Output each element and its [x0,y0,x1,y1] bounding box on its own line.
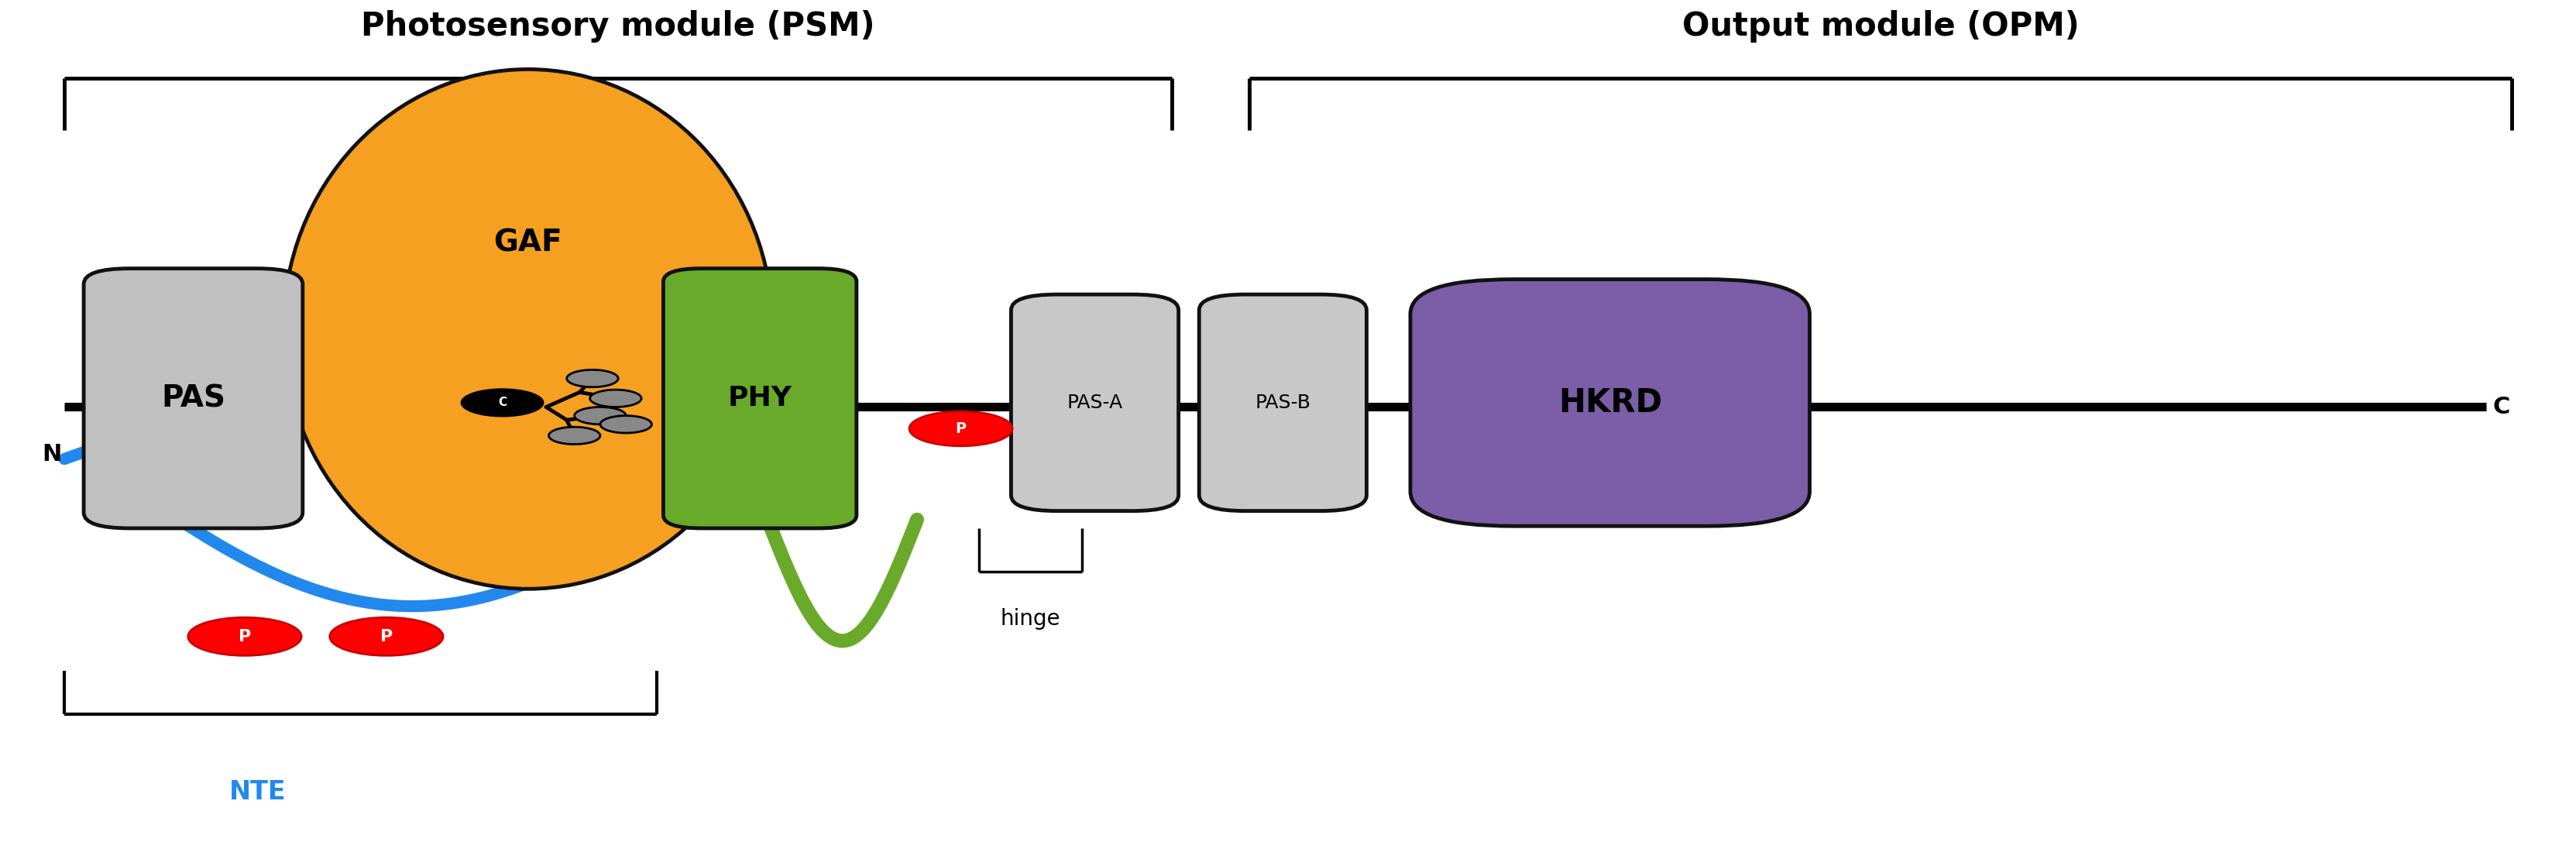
FancyBboxPatch shape [1010,294,1180,511]
Text: P: P [956,422,966,436]
Text: P: P [381,629,392,644]
Text: hinge: hinge [999,608,1061,630]
Circle shape [600,416,652,433]
Circle shape [461,389,544,417]
Circle shape [549,427,600,444]
Text: HKRD: HKRD [1558,386,1662,419]
Text: C: C [497,397,507,409]
FancyBboxPatch shape [1200,294,1365,511]
Text: PAS-B: PAS-B [1255,393,1311,412]
Text: GAF: GAF [495,228,562,257]
FancyBboxPatch shape [82,268,304,528]
Text: P: P [240,629,250,644]
Text: C: C [2494,396,2509,418]
Circle shape [567,370,618,387]
Text: PHY: PHY [729,385,791,411]
Circle shape [574,407,626,424]
Text: PAS: PAS [162,384,224,413]
Text: Photosensory module (PSM): Photosensory module (PSM) [361,10,876,42]
Text: Output module (OPM): Output module (OPM) [1682,10,2079,42]
FancyBboxPatch shape [665,268,855,528]
Circle shape [330,617,443,656]
Text: PAS-A: PAS-A [1066,393,1123,412]
Circle shape [909,411,1012,446]
Text: N: N [41,443,62,466]
FancyBboxPatch shape [1412,279,1808,526]
Circle shape [188,617,301,656]
Circle shape [590,390,641,407]
Text: NTE: NTE [229,779,286,805]
Ellipse shape [283,69,773,589]
